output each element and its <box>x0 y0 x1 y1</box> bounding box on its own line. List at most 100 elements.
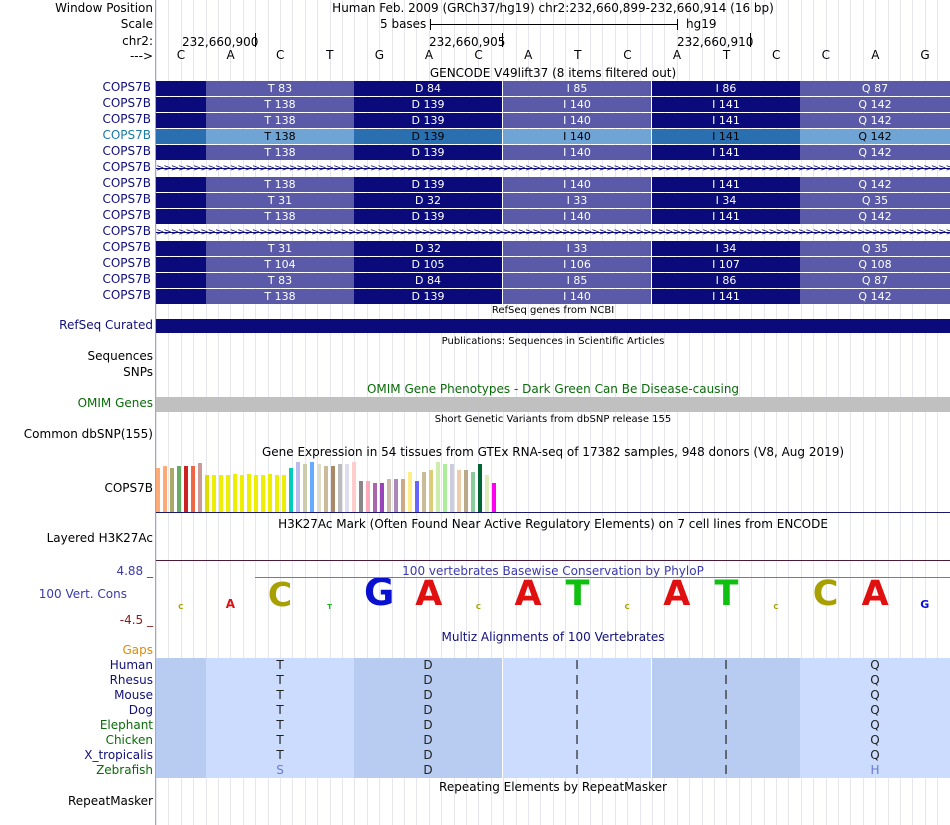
gtex-tissue-bar[interactable] <box>184 466 188 512</box>
codon-cell[interactable]: T 138 <box>206 97 354 112</box>
codon-cell[interactable]: I 140 <box>503 129 651 144</box>
codon-cell[interactable]: D 139 <box>354 113 502 128</box>
publications-label[interactable]: Sequences <box>87 349 153 363</box>
gtex-tissue-bar[interactable] <box>303 464 307 512</box>
gtex-tissue-bar[interactable] <box>387 479 391 512</box>
codon-cell[interactable]: Q 142 <box>800 145 950 160</box>
gencode-row-label[interactable]: COPS7B <box>102 224 151 238</box>
gtex-tissue-bar[interactable] <box>450 464 454 512</box>
gtex-tissue-bar[interactable] <box>191 466 195 512</box>
gencode-transcript-row[interactable]: T 31 D 32 I 33 I 34 Q 35 <box>156 241 950 256</box>
gtex-tissue-bar[interactable] <box>275 475 279 512</box>
codon-cell[interactable]: Q 35 <box>800 241 950 256</box>
gtex-tissue-bar[interactable] <box>282 475 286 512</box>
gtex-tissue-bar[interactable] <box>443 464 447 512</box>
gtex-tissue-bar[interactable] <box>457 470 461 512</box>
codon-cell[interactable]: I 33 <box>503 241 651 256</box>
codon-cell[interactable]: D 139 <box>354 129 502 144</box>
gtex-tissue-bar[interactable] <box>415 481 419 512</box>
codon-cell[interactable]: D 32 <box>354 193 502 208</box>
gtex-tissue-bar[interactable] <box>226 475 230 512</box>
gencode-transcript-row[interactable]: >>>>>>>>>>>>>>>>>>>>>>>>>>>>>>>>>>>>>>>>… <box>156 161 950 176</box>
gencode-transcript-row[interactable]: T 138 D 139 I 140 I 141 Q 142 <box>156 289 950 304</box>
codon-cell[interactable]: I 140 <box>503 289 651 304</box>
gencode-row-label[interactable]: COPS7B <box>102 96 151 110</box>
codon-cell[interactable]: D 139 <box>354 209 502 224</box>
gtex-tissue-bar[interactable] <box>485 475 489 512</box>
codon-cell[interactable]: Q 87 <box>800 273 950 288</box>
refseq-gene-bar[interactable] <box>156 319 950 333</box>
codon-cell[interactable]: D 139 <box>354 145 502 160</box>
codon-cell[interactable]: D 32 <box>354 241 502 256</box>
gtex-tissue-bar[interactable] <box>156 468 160 512</box>
codon-cell[interactable]: T 31 <box>206 241 354 256</box>
gtex-tissue-bar[interactable] <box>352 462 356 512</box>
gtex-tissue-bar[interactable] <box>310 462 314 512</box>
gencode-transcript-row[interactable]: T 104 D 105 I 106 I 107 Q 108 <box>156 257 950 272</box>
species-label[interactable]: Dog <box>128 703 153 717</box>
codon-cell[interactable]: I 141 <box>652 177 800 192</box>
gencode-transcript-row[interactable]: T 138 D 139 I 140 I 141 Q 142 <box>156 177 950 192</box>
codon-cell[interactable]: T 138 <box>206 289 354 304</box>
gencode-row-label[interactable]: COPS7B <box>102 288 151 302</box>
gtex-tissue-bar[interactable] <box>268 474 272 512</box>
gencode-row-label[interactable]: COPS7B <box>102 128 151 142</box>
gtex-tissue-bar[interactable] <box>163 466 167 512</box>
gencode-transcript-row[interactable]: T 138 D 139 I 140 I 141 Q 142 <box>156 129 950 144</box>
gtex-tissue-bar[interactable] <box>198 463 202 512</box>
gtex-tissue-bar[interactable] <box>324 466 328 512</box>
gtex-tissue-bar[interactable] <box>478 464 482 512</box>
cons-label[interactable]: 100 Vert. Cons <box>38 587 127 601</box>
codon-cell[interactable]: Q 142 <box>800 289 950 304</box>
gtex-tissue-bar[interactable] <box>492 483 496 512</box>
refseq-label[interactable]: RefSeq Curated <box>59 318 153 332</box>
gencode-row-label[interactable]: COPS7B <box>102 256 151 270</box>
species-label[interactable]: Mouse <box>114 688 153 702</box>
gtex-tissue-bar[interactable] <box>240 475 244 512</box>
codon-cell[interactable]: T 104 <box>206 257 354 272</box>
gtex-tissue-bar[interactable] <box>317 464 321 512</box>
gtex-label[interactable]: COPS7B <box>104 481 153 495</box>
codon-cell[interactable]: I 141 <box>652 145 800 160</box>
codon-cell[interactable]: I 140 <box>503 145 651 160</box>
gtex-tissue-bar[interactable] <box>401 479 405 512</box>
codon-cell[interactable]: D 139 <box>354 177 502 192</box>
codon-cell[interactable]: I 85 <box>503 273 651 288</box>
gencode-row-label[interactable]: COPS7B <box>102 144 151 158</box>
codon-cell[interactable]: I 141 <box>652 113 800 128</box>
gencode-transcript-row[interactable]: T 83 D 84 I 85 I 86 Q 87 <box>156 273 950 288</box>
codon-cell[interactable]: Q 142 <box>800 97 950 112</box>
gtex-tissue-bar[interactable] <box>205 475 209 512</box>
codon-cell[interactable]: I 140 <box>503 97 651 112</box>
gtex-tissue-bar[interactable] <box>338 464 342 512</box>
gtex-tissue-bar[interactable] <box>177 466 181 512</box>
gencode-transcript-row[interactable]: T 31 D 32 I 33 I 34 Q 35 <box>156 193 950 208</box>
gtex-expression-chart[interactable] <box>156 460 950 512</box>
codon-cell[interactable]: D 105 <box>354 257 502 272</box>
codon-cell[interactable]: I 33 <box>503 193 651 208</box>
codon-cell[interactable]: I 141 <box>652 97 800 112</box>
codon-cell[interactable]: I 106 <box>503 257 651 272</box>
gencode-transcript-row[interactable]: T 83 D 84 I 85 I 86 Q 87 <box>156 81 950 96</box>
codon-cell[interactable]: T 83 <box>206 81 354 96</box>
gtex-tissue-bar[interactable] <box>464 470 468 512</box>
gtex-tissue-bar[interactable] <box>471 472 475 512</box>
gencode-row-label[interactable]: COPS7B <box>102 112 151 126</box>
codon-cell[interactable]: Q 142 <box>800 129 950 144</box>
codon-cell[interactable]: D 139 <box>354 289 502 304</box>
species-label[interactable]: Zebrafish <box>96 763 153 777</box>
species-label[interactable]: Human <box>109 658 153 672</box>
gencode-row-label[interactable]: COPS7B <box>102 80 151 94</box>
codon-cell[interactable]: D 139 <box>354 97 502 112</box>
gtex-tissue-bar[interactable] <box>254 475 258 512</box>
gtex-tissue-bar[interactable] <box>247 474 251 512</box>
gtex-tissue-bar[interactable] <box>233 474 237 512</box>
species-label[interactable]: Chicken <box>105 733 153 747</box>
gtex-tissue-bar[interactable] <box>436 462 440 512</box>
